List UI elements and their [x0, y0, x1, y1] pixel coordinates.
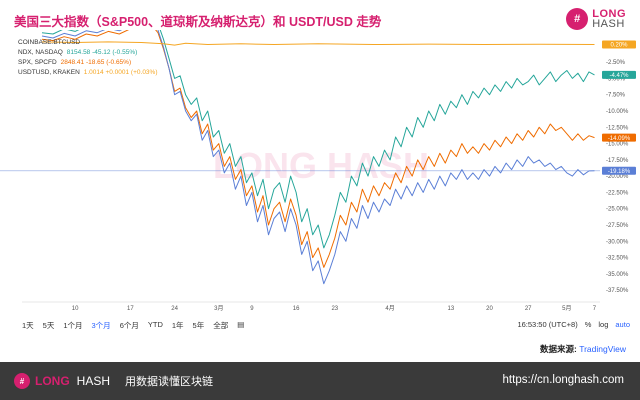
y-tick-label: -20.00% — [606, 174, 629, 180]
percent-toggle[interactable]: % — [584, 320, 592, 329]
auto-toggle[interactable]: auto — [615, 320, 630, 329]
x-tick-label: 20 — [486, 306, 493, 312]
legend-symbol: USDTUSD, KRAKEN — [18, 69, 80, 76]
last-value-badge — [602, 166, 636, 175]
x-tick-label: 23 — [331, 306, 338, 312]
y-tick-label: -5.00% — [606, 76, 626, 82]
legend-value: 8154.58 -45.12 (-0.55%) — [66, 49, 138, 56]
x-tick-label: 27 — [525, 306, 532, 312]
y-tick-label: -15.00% — [606, 142, 629, 148]
last-value-label: -14.09% — [608, 136, 631, 142]
legend-item[interactable]: COINBASE:BTCUSD — [18, 38, 158, 48]
legend: COINBASE:BTCUSD NDX, NASDAQ 8154.58 -45.1… — [18, 38, 158, 78]
legend-symbol: SPX, SPCFD — [18, 59, 57, 66]
x-tick-label: 4月 — [385, 305, 394, 312]
hash-icon: # — [14, 373, 30, 389]
timeframe-6m[interactable]: 6个月 — [119, 321, 139, 330]
longhash-logo: # LONG HASH — [566, 8, 626, 30]
source-name[interactable]: TradingView — [579, 344, 626, 354]
legend-symbol: NDX, NASDAQ — [18, 49, 63, 56]
last-value-badge — [602, 133, 636, 142]
footer-hash: HASH — [76, 374, 111, 388]
legend-value: 1.0014 +0.0001 (+0.03%) — [83, 69, 158, 76]
timeframe-3m[interactable]: 3个月 — [91, 321, 111, 330]
x-tick-label: 13 — [447, 306, 454, 312]
timeframe-all[interactable]: 全部 — [213, 321, 229, 330]
footer-long: LONG — [35, 374, 70, 388]
timeframe-5y[interactable]: 5年 — [192, 321, 205, 330]
data-source: 数据来源: TradingView — [540, 343, 626, 355]
legend-symbol: COINBASE:BTCUSD — [18, 39, 81, 46]
y-tick-label: -30.00% — [606, 239, 629, 245]
legend-item[interactable]: NDX, NASDAQ 8154.58 -45.12 (-0.55%) — [18, 48, 158, 58]
x-tick-label: 17 — [127, 306, 134, 312]
x-tick-label: 9 — [250, 306, 254, 312]
line-chart[interactable]: LONG HASH-37.50%-35.00%-32.50%-30.00%-27… — [0, 30, 640, 322]
last-value-label: -19.18% — [608, 169, 631, 175]
series-line — [41, 30, 595, 249]
timeframe-5d[interactable]: 5天 — [42, 321, 55, 330]
timeframe-bar: 1天 5天 1个月 3个月 6个月 YTD 1年 5年 全部 ▤ 16:53:5… — [0, 318, 640, 332]
timeframe-1m[interactable]: 1个月 — [63, 321, 83, 330]
logo-hash: HASH — [592, 18, 625, 30]
x-tick-label: 24 — [171, 306, 178, 312]
y-tick-label: -10.00% — [606, 109, 629, 115]
hash-icon: # — [566, 8, 589, 30]
series-line — [41, 30, 595, 285]
chart-title: 美国三大指数（S&P500、道琼斯及纳斯达克）和 USDT/USD 走势 — [14, 15, 382, 29]
x-tick-label: 10 — [72, 306, 79, 312]
clock-time: 16:53:50 (UTC+8) — [517, 320, 578, 329]
timeframe-1y[interactable]: 1年 — [171, 321, 184, 330]
y-tick-label: -27.50% — [606, 223, 629, 229]
y-tick-label: -22.50% — [606, 190, 629, 196]
y-tick-label: -7.50% — [606, 93, 626, 99]
logo-long: LONG — [592, 8, 626, 20]
x-tick-label: 5月 — [562, 305, 571, 312]
timeframe-list: 1天 5天 1个月 3个月 6个月 YTD 1年 5年 全部 ▤ — [22, 320, 244, 331]
footer-logo: # LONG HASH 用数据读懂区块链 — [14, 373, 213, 389]
source-label: 数据来源: — [540, 344, 577, 354]
scale-controls: 16:53:50 (UTC+8) % log auto — [517, 320, 630, 329]
x-tick-label: 3月 — [214, 305, 223, 312]
calendar-icon[interactable]: ▤ — [237, 320, 245, 329]
footer-url[interactable]: https://cn.longhash.com — [502, 374, 624, 386]
legend-item[interactable]: SPX, SPCFD 2848.41 -18.65 (-0.65%) — [18, 58, 158, 68]
footer-slogan: 用数据读懂区块链 — [125, 376, 214, 388]
y-tick-label: -35.00% — [606, 272, 629, 278]
y-tick-label: -37.50% — [606, 288, 629, 294]
y-tick-label: -17.50% — [606, 158, 629, 164]
y-tick-label: -12.50% — [606, 125, 629, 131]
y-tick-label: -25.00% — [606, 207, 629, 213]
footer-bar: # LONG HASH 用数据读懂区块链 https://cn.longhash… — [0, 362, 640, 400]
x-tick-label: 16 — [293, 306, 300, 312]
last-value-label: 0.20% — [610, 43, 628, 49]
last-value-label: -4.47% — [609, 73, 629, 79]
y-tick-label: -32.50% — [606, 256, 629, 262]
last-value-badge — [602, 40, 636, 49]
x-tick-label: 7 — [593, 306, 597, 312]
timeframe-1d[interactable]: 1天 — [22, 321, 34, 330]
series-line — [41, 41, 595, 46]
timeframe-ytd[interactable]: YTD — [147, 320, 163, 329]
legend-value: 2848.41 -18.65 (-0.65%) — [60, 59, 132, 66]
log-toggle[interactable]: log — [598, 320, 609, 329]
legend-item[interactable]: USDTUSD, KRAKEN 1.0014 +0.0001 (+0.03%) — [18, 68, 158, 78]
last-value-badge — [602, 70, 636, 79]
y-tick-label: -2.50% — [606, 60, 626, 66]
